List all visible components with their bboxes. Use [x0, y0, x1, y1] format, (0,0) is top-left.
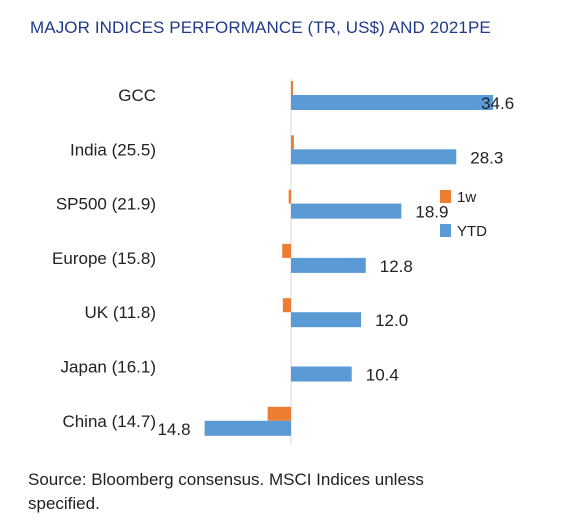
ytd-data-label: 10.4 — [366, 366, 399, 385]
category-label: SP500 (21.9) — [56, 195, 156, 214]
bar-chart: GCC 34.6 India (25.5) 28.3 SP500 (21.9) 18.9 E… — [52, 78, 514, 445]
category-label: Europe (15.8) — [52, 249, 156, 268]
ytd-data-label: 12.8 — [380, 257, 413, 276]
legend-label-ytd: YTD — [457, 223, 487, 240]
bar-1w — [282, 243, 291, 258]
bar-ytd — [291, 312, 362, 328]
category-label: China (14.7) — [62, 412, 156, 431]
bar-1w — [291, 135, 294, 150]
bar-ytd — [291, 257, 366, 273]
category-label: GCC — [118, 86, 156, 105]
category-label: India (25.5) — [70, 140, 156, 159]
bar-1w — [288, 189, 291, 204]
bar-ytd — [204, 420, 291, 436]
ytd-data-label: 12.0 — [375, 311, 408, 330]
legend-swatch-ytd — [440, 224, 451, 237]
legend-swatch-1w — [440, 190, 451, 203]
bar-ytd — [291, 149, 457, 165]
ytd-data-label: 14.8 — [157, 420, 190, 439]
ytd-data-label: 34.6 — [481, 94, 514, 113]
ytd-data-label: 28.3 — [470, 148, 503, 167]
bar-1w — [282, 298, 291, 313]
source-note: Source: Bloomberg consensus. MSCI Indice… — [28, 470, 424, 513]
category-label: UK (11.8) — [85, 303, 157, 322]
bar-ytd — [291, 203, 402, 219]
bar-ytd — [291, 95, 494, 110]
bar-1w — [267, 406, 291, 421]
chart-title: MAJOR INDICES PERFORMANCE (TR, US$) AND … — [30, 18, 491, 37]
bar-1w — [291, 81, 293, 95]
category-label: Japan (16.1) — [61, 358, 156, 377]
ytd-data-label: 18.9 — [415, 203, 448, 222]
legend-label-1w: 1w — [457, 189, 476, 206]
bar-ytd — [291, 366, 352, 382]
